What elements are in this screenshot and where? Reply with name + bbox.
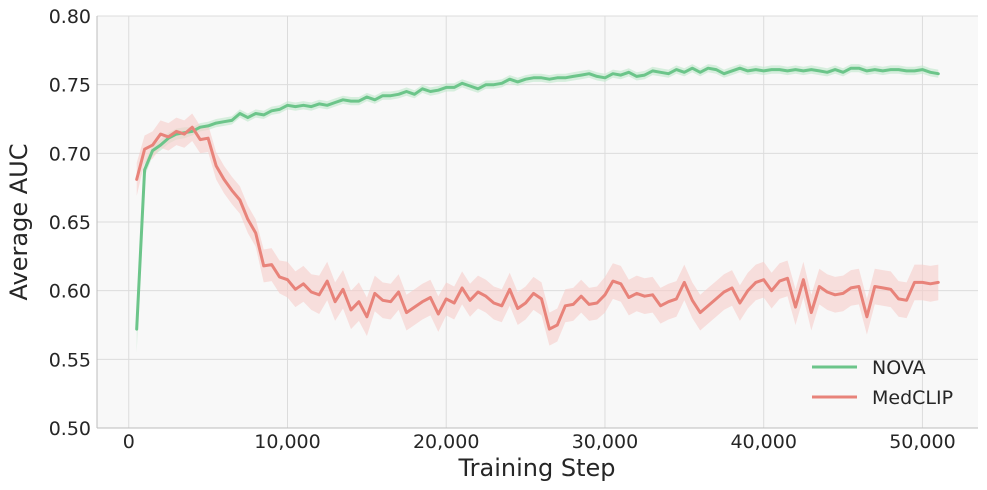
series-line-nova bbox=[135, 66, 940, 331]
y-tick-labels: 0.50 0.55 0.60 0.65 0.70 0.75 0.80 bbox=[49, 6, 91, 440]
x-tick-label: 40,000 bbox=[730, 431, 796, 453]
legend: NOVA MedCLIP bbox=[812, 357, 953, 409]
legend-label-medclip: MedCLIP bbox=[872, 387, 953, 409]
y-tick-label: 0.65 bbox=[49, 212, 91, 234]
series-lines bbox=[135, 66, 940, 331]
x-tick-label: 20,000 bbox=[413, 431, 479, 453]
y-tick-label: 0.80 bbox=[49, 6, 91, 28]
y-tick-label: 0.55 bbox=[49, 349, 91, 371]
y-tick-label: 0.50 bbox=[49, 418, 91, 440]
y-tick-label: 0.75 bbox=[49, 75, 91, 97]
series-band-medclip bbox=[136, 113, 939, 346]
x-tick-labels: 0 10,000 20,000 30,000 40,000 50,000 bbox=[123, 431, 956, 453]
x-tick-label: 30,000 bbox=[572, 431, 638, 453]
x-tick-label: 10,000 bbox=[254, 431, 320, 453]
x-tick-label: 0 bbox=[123, 431, 135, 453]
y-axis-title: Average AUC bbox=[5, 144, 33, 301]
y-tick-label: 0.60 bbox=[49, 281, 91, 303]
confidence-bands bbox=[136, 64, 939, 353]
legend-label-nova: NOVA bbox=[872, 357, 926, 379]
x-tick-label: 50,000 bbox=[889, 431, 955, 453]
y-tick-label: 0.70 bbox=[49, 143, 91, 165]
x-axis-title: Training Step bbox=[458, 454, 616, 482]
series-line-medclip bbox=[135, 125, 940, 331]
axes bbox=[96, 16, 978, 429]
